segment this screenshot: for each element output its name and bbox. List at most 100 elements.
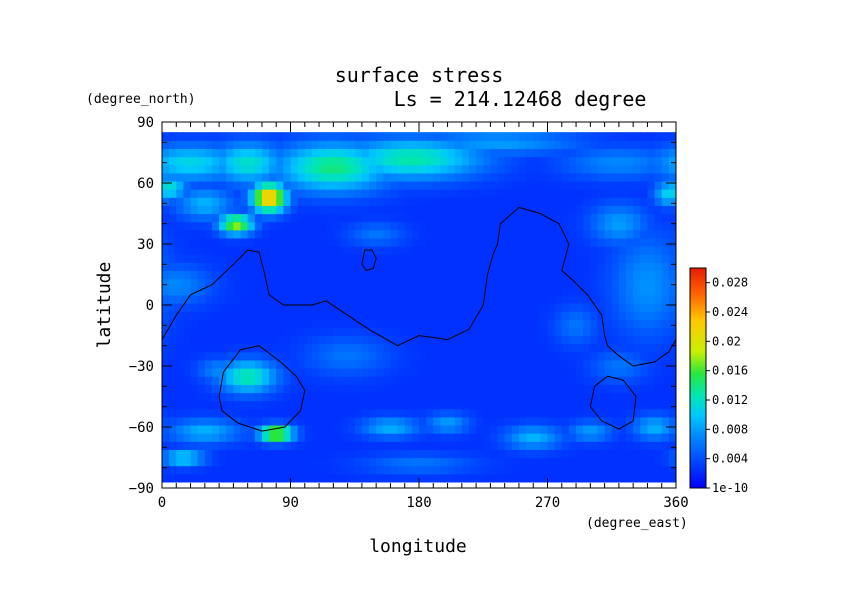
heat-cell — [654, 254, 663, 263]
heat-cell — [190, 286, 199, 296]
heat-cell — [361, 343, 370, 353]
heat-cell — [326, 368, 334, 377]
heat-cell — [276, 319, 284, 328]
heat-cell — [204, 343, 213, 353]
heat-cell — [518, 172, 527, 182]
heat-cell — [390, 465, 399, 475]
heat-cell — [183, 408, 192, 418]
heat-cell — [518, 180, 527, 190]
heat-cell — [290, 180, 299, 190]
heat-cell — [169, 294, 177, 304]
heat-cell — [411, 368, 420, 377]
heat-cell — [461, 180, 470, 190]
heat-cell — [447, 449, 456, 459]
heat-cell — [361, 457, 370, 467]
heat-cell — [618, 229, 627, 239]
heat-cell — [297, 156, 306, 166]
heat-cell — [433, 473, 442, 483]
heat-cell — [219, 335, 227, 345]
heat-cell — [526, 156, 534, 166]
heat-cell — [497, 148, 506, 158]
heat-cell — [497, 449, 506, 459]
heat-cell — [204, 164, 213, 174]
heat-cell — [297, 433, 306, 442]
heat-cell — [376, 197, 384, 206]
heat-cell — [297, 416, 306, 426]
heat-cell — [526, 213, 534, 223]
heat-cell — [340, 392, 349, 402]
heat-cell — [297, 449, 306, 459]
heat-cell — [197, 286, 206, 296]
heat-cell — [254, 246, 263, 255]
heat-cell — [419, 351, 427, 361]
heat-cell — [183, 384, 192, 394]
heat-cell — [247, 237, 256, 247]
heat-cell — [426, 156, 434, 166]
heat-cell — [419, 359, 427, 369]
heat-cell — [647, 237, 656, 247]
heat-cell — [533, 433, 541, 442]
heat-cell — [283, 351, 292, 361]
heat-cell — [540, 449, 549, 459]
heat-cell — [547, 424, 556, 434]
heat-cell — [433, 262, 442, 272]
heat-cell — [576, 156, 584, 166]
heat-cell — [576, 302, 584, 312]
heat-cell — [240, 302, 249, 312]
heat-cell — [419, 213, 427, 223]
heat-cell — [468, 457, 477, 467]
heat-cell — [440, 416, 449, 426]
heat-cell — [626, 457, 634, 467]
heat-cell — [326, 213, 334, 223]
heat-cell — [447, 262, 456, 272]
heat-cell — [461, 368, 470, 377]
heat-cell — [183, 424, 192, 434]
heat-cell — [433, 400, 442, 410]
heat-cell — [597, 335, 606, 345]
heat-cell — [290, 441, 299, 450]
heat-cell — [540, 237, 549, 247]
heat-cell — [333, 302, 342, 312]
heat-cell — [276, 441, 284, 450]
heat-cell — [333, 278, 342, 288]
heat-cell — [190, 294, 199, 304]
heat-cell — [668, 246, 676, 255]
heat-cell — [219, 465, 227, 475]
heat-cell — [518, 262, 527, 272]
contour-left-basin — [218, 345, 306, 432]
heat-cell — [611, 416, 620, 426]
heat-cell — [461, 441, 470, 450]
heat-cell — [169, 457, 177, 467]
heat-cell — [468, 424, 477, 434]
heat-cell — [390, 189, 399, 198]
heat-cell — [633, 197, 641, 206]
heat-cell — [526, 392, 534, 402]
heat-cell — [440, 229, 449, 239]
heat-cell — [197, 408, 206, 418]
heat-cell — [518, 327, 527, 337]
heat-cell — [576, 294, 584, 304]
heat-cell — [183, 376, 192, 385]
heat-cell — [447, 286, 456, 296]
heat-cell — [483, 180, 491, 190]
heat-cell — [283, 278, 292, 288]
heat-cell — [497, 189, 506, 198]
heat-cell — [183, 335, 192, 345]
heat-cell — [533, 278, 541, 288]
heat-cell — [597, 246, 606, 255]
heat-cell — [604, 270, 613, 280]
heat-cell — [326, 254, 334, 263]
heat-cell — [319, 311, 327, 320]
heat-cell — [397, 140, 406, 150]
heat-cell — [283, 441, 292, 450]
heat-cell — [654, 164, 663, 174]
heat-cell — [647, 449, 656, 459]
heat-cell — [419, 311, 427, 320]
heat-cell — [183, 311, 192, 320]
heat-cell — [568, 302, 577, 312]
heat-cell — [276, 180, 284, 190]
heat-cell — [247, 335, 256, 345]
heat-cell — [590, 368, 599, 377]
heat-cell — [162, 302, 170, 312]
contour-right-basin — [589, 375, 637, 430]
